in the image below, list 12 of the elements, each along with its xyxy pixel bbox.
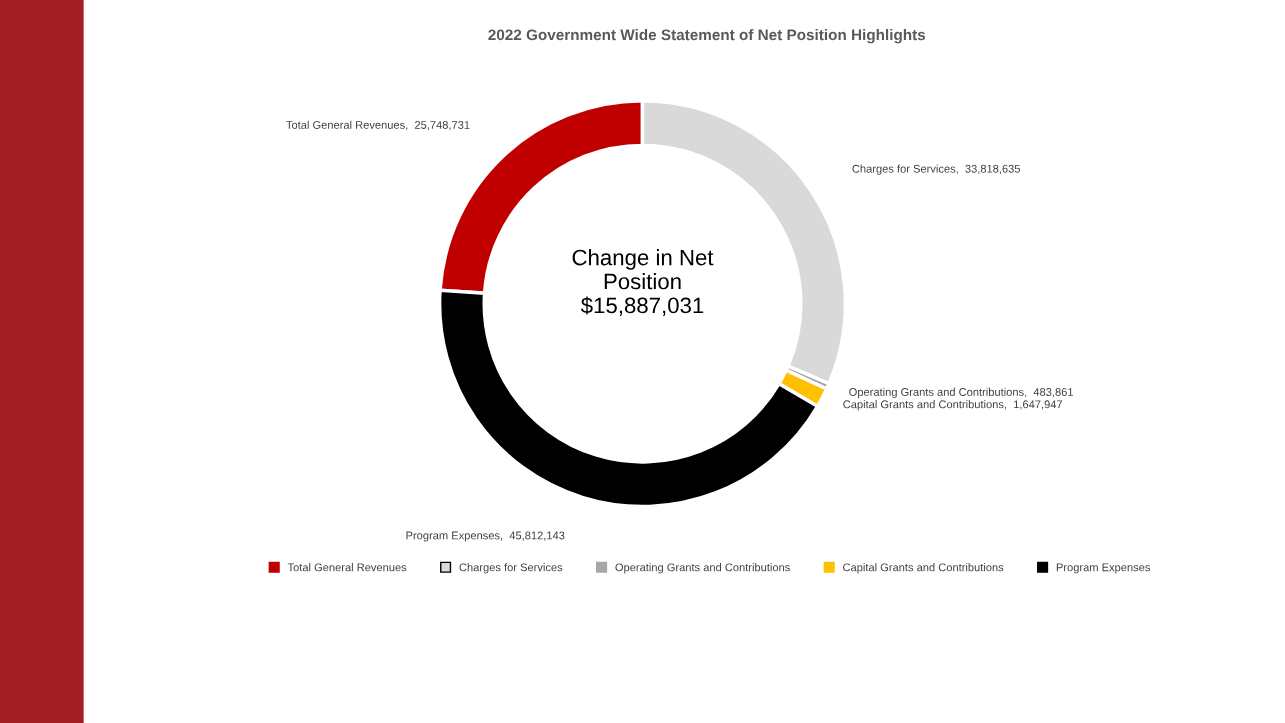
data-label: Capital Grants and Contributions, 1,647,947	[843, 400, 1063, 411]
data-label: Operating Grants and Contributions, 483,861	[849, 387, 1073, 399]
legend-label: Total General Revenues	[287, 563, 407, 572]
data-label: Total General Revenues, 25,748,731	[286, 120, 470, 131]
text: Change in Net Position $15,887,031	[572, 249, 714, 316]
data-label: Charges for Services, 33,818,635	[852, 164, 1021, 175]
legend-label: Program Expenses	[1056, 563, 1151, 574]
legend-label: Charges for Services	[459, 563, 563, 574]
legend-label: Operating Grants and Contributions	[615, 563, 790, 574]
legend-label: Capital Grants and Contributions	[843, 563, 1004, 574]
chart-title: 2022 Government Wide Statement of Net Position Highlights	[488, 29, 926, 44]
data-label: Program Expenses, 45,812,143	[406, 531, 565, 542]
